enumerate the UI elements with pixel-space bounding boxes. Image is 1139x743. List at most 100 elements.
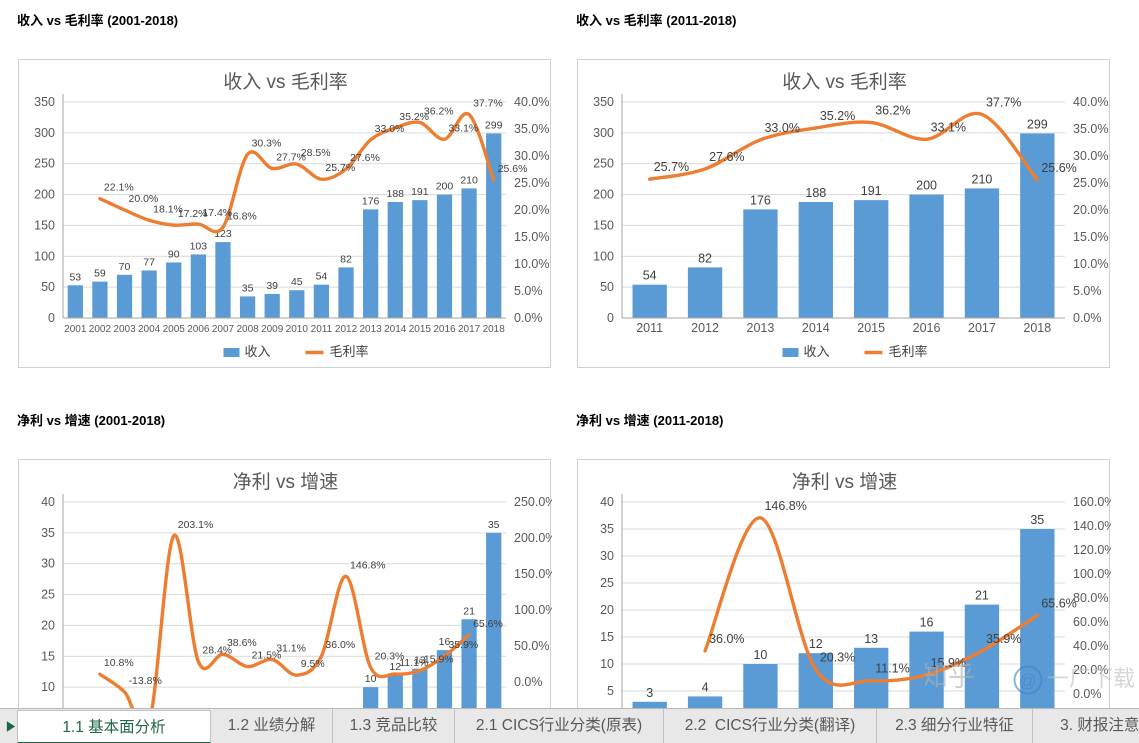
svg-text:16: 16 <box>919 616 933 630</box>
svg-text:25.0%: 25.0% <box>1073 176 1108 190</box>
svg-text:20: 20 <box>41 618 55 632</box>
svg-text:收入: 收入 <box>803 344 829 359</box>
svg-text:2017: 2017 <box>968 321 996 335</box>
svg-text:35.2%: 35.2% <box>819 109 854 123</box>
svg-text:90: 90 <box>167 248 179 260</box>
svg-text:2017: 2017 <box>457 324 480 335</box>
svg-text:35: 35 <box>1030 513 1044 527</box>
svg-text:10.0%: 10.0% <box>1073 257 1108 271</box>
svg-text:200: 200 <box>916 179 937 193</box>
svg-text:36.0%: 36.0% <box>709 632 744 646</box>
svg-text:2010: 2010 <box>285 324 308 335</box>
svg-text:33.0%: 33.0% <box>374 123 404 135</box>
svg-text:2013: 2013 <box>359 324 382 335</box>
svg-text:200: 200 <box>34 188 55 202</box>
svg-text:250: 250 <box>593 157 614 171</box>
svg-text:188: 188 <box>805 186 826 200</box>
svg-text:2018: 2018 <box>1023 321 1051 335</box>
svg-text:5.0%: 5.0% <box>514 284 543 298</box>
svg-text:50: 50 <box>41 280 55 294</box>
svg-text:30: 30 <box>41 557 55 571</box>
svg-text:一厂下载: 一厂下载 <box>1047 666 1135 691</box>
svg-text:20.0%: 20.0% <box>514 203 549 217</box>
svg-text:350: 350 <box>593 95 614 109</box>
svg-text:299: 299 <box>1026 117 1047 131</box>
svg-text:299: 299 <box>484 119 502 131</box>
svg-text:25: 25 <box>600 576 614 590</box>
svg-text:28.5%: 28.5% <box>300 147 330 159</box>
svg-text:35: 35 <box>41 526 55 540</box>
svg-text:20: 20 <box>600 603 614 617</box>
svg-text:11.1%: 11.1% <box>875 662 910 676</box>
svg-text:15: 15 <box>41 649 55 663</box>
svg-text:2012: 2012 <box>334 324 357 335</box>
svg-text:100.0%: 100.0% <box>514 603 552 617</box>
svg-text:5: 5 <box>607 684 614 698</box>
svg-text:收入: 收入 <box>244 344 270 359</box>
svg-text:2008: 2008 <box>236 324 259 335</box>
svg-text:2003: 2003 <box>113 324 136 335</box>
svg-text:0.0%: 0.0% <box>1073 311 1102 325</box>
svg-text:净利 vs 增速: 净利 vs 增速 <box>791 471 897 493</box>
svg-text:@: @ <box>1019 671 1037 691</box>
svg-text:50.0%: 50.0% <box>514 639 549 653</box>
svg-text:40.0%: 40.0% <box>1073 639 1108 653</box>
svg-text:300: 300 <box>593 126 614 140</box>
svg-text:40: 40 <box>600 495 614 509</box>
svg-text:收入 vs 毛利率: 收入 vs 毛利率 <box>782 71 907 93</box>
svg-text:82: 82 <box>698 251 712 265</box>
svg-text:40: 40 <box>41 495 55 509</box>
svg-text:176: 176 <box>750 193 771 207</box>
svg-text:120.0%: 120.0% <box>1073 543 1111 557</box>
svg-text:2001: 2001 <box>64 324 87 335</box>
svg-text:100: 100 <box>34 249 55 263</box>
svg-text:82: 82 <box>340 253 352 265</box>
svg-text:2011: 2011 <box>636 321 663 335</box>
svg-text:4: 4 <box>701 680 708 694</box>
svg-text:40.0%: 40.0% <box>1073 95 1108 109</box>
svg-text:2009: 2009 <box>261 324 284 335</box>
svg-text:13: 13 <box>864 632 878 646</box>
svg-text:21: 21 <box>974 589 988 603</box>
svg-text:20.0%: 20.0% <box>1073 203 1108 217</box>
svg-text:54: 54 <box>315 271 327 283</box>
svg-text:30.0%: 30.0% <box>1073 149 1108 163</box>
svg-text:100: 100 <box>593 249 614 263</box>
svg-text:35: 35 <box>487 519 499 531</box>
svg-text:25.7%: 25.7% <box>325 162 355 174</box>
svg-text:2005: 2005 <box>162 324 185 335</box>
svg-text:35: 35 <box>600 522 614 536</box>
svg-text:103: 103 <box>189 240 207 252</box>
svg-text:54: 54 <box>642 269 656 283</box>
svg-text:210: 210 <box>971 172 992 186</box>
svg-text:知乎: 知乎 <box>925 662 975 692</box>
svg-text:40.0%: 40.0% <box>514 95 549 109</box>
svg-text:36.2%: 36.2% <box>875 104 910 118</box>
svg-text:200: 200 <box>593 188 614 202</box>
svg-text:37.7%: 37.7% <box>473 97 503 109</box>
svg-text:净利 vs 增速: 净利 vs 增速 <box>232 471 338 493</box>
svg-text:33.0%: 33.0% <box>764 121 799 135</box>
svg-text:35.9%: 35.9% <box>985 632 1020 646</box>
svg-text:20.3%: 20.3% <box>819 651 854 665</box>
svg-text:146.8%: 146.8% <box>350 559 386 571</box>
svg-text:33.1%: 33.1% <box>448 122 478 134</box>
svg-text:191: 191 <box>411 186 429 198</box>
svg-text:60.0%: 60.0% <box>1073 615 1108 629</box>
svg-text:15.0%: 15.0% <box>514 230 549 244</box>
svg-text:2011: 2011 <box>310 324 332 335</box>
svg-text:36.0%: 36.0% <box>325 639 355 651</box>
svg-text:250.0%: 250.0% <box>514 495 552 509</box>
svg-text:25.6%: 25.6% <box>1041 161 1076 175</box>
svg-text:250: 250 <box>34 157 55 171</box>
svg-text:收入 vs 毛利率: 收入 vs 毛利率 <box>223 71 348 93</box>
svg-text:350: 350 <box>34 95 55 109</box>
svg-text:70: 70 <box>118 261 130 273</box>
svg-text:31.1%: 31.1% <box>276 643 306 655</box>
svg-text:10: 10 <box>41 680 55 694</box>
svg-text:0: 0 <box>48 311 55 325</box>
svg-text:25: 25 <box>41 588 55 602</box>
svg-text:36.2%: 36.2% <box>423 106 453 118</box>
svg-text:30.0%: 30.0% <box>514 149 549 163</box>
svg-text:毛利率: 毛利率 <box>888 344 927 359</box>
